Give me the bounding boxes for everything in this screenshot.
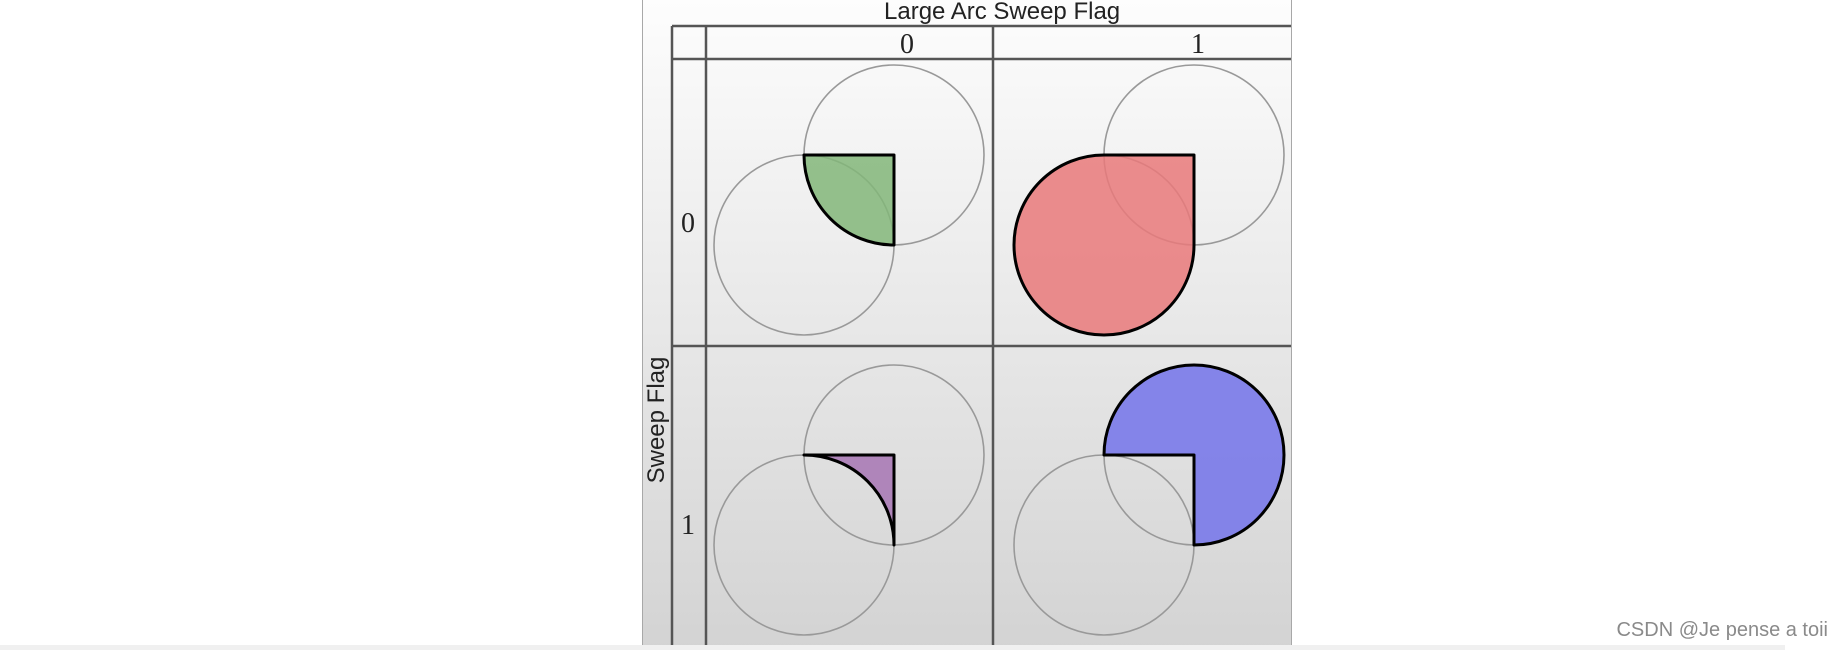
column-label-0: 0 (900, 29, 914, 60)
arc-sweep1-large0 (802, 453, 896, 547)
diagram-canvas (643, 0, 1291, 649)
arc-sweep0-large0 (802, 153, 896, 247)
row-label-0: 0 (681, 208, 695, 239)
grid-lines (670, 24, 1291, 649)
watermark: CSDN @Je pense a toii (1616, 619, 1828, 641)
diagram-title: Large Arc Sweep Flag (884, 0, 1121, 25)
diagram-background (643, 0, 1291, 649)
arc-sweep1-large1 (1102, 363, 1286, 547)
column-label-1: 1 (1191, 29, 1205, 60)
row-label-1: 1 (681, 510, 695, 541)
y-axis-label: Sweep Flag (643, 356, 670, 484)
arc-sweep0-large1 (1012, 153, 1196, 337)
footer-bar (0, 645, 1785, 650)
arc-flags-diagram: Large Arc Sweep Flag Sweep Flag 0 1 0 1 (642, 0, 1292, 650)
